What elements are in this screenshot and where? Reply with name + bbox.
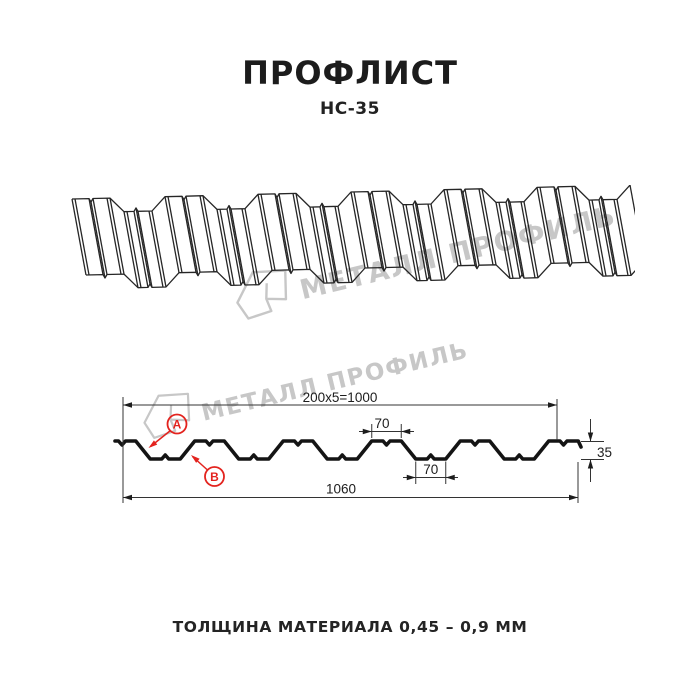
marker-a-label: A xyxy=(173,418,182,432)
metall-profil-logo-icon xyxy=(143,392,191,439)
watermark-text: МЕТАЛЛ ПРОФИЛЬ xyxy=(199,338,471,427)
cross-section-drawing xyxy=(113,397,604,503)
material-thickness-caption: ТОЛЩИНА МАТЕРИАЛА 0,45 – 0,9 ММ xyxy=(172,618,528,636)
dim-height-label: 35 xyxy=(597,445,612,460)
perspective-drawing xyxy=(71,185,635,289)
profile-model-label: НС-35 xyxy=(320,99,380,119)
watermark-bottom: МЕТАЛЛ ПРОФИЛЬ xyxy=(143,338,471,439)
dim-trough-width-label: 70 xyxy=(423,462,438,477)
page-title: ПРОФЛИСТ xyxy=(242,54,458,92)
marker-b-label: B xyxy=(210,470,219,484)
metall-profil-logo-icon xyxy=(236,269,288,320)
dim-total-width-label: 1060 xyxy=(326,482,356,497)
dim-working-width-label: 200x5=1000 xyxy=(303,390,378,405)
dim-crest-width-label: 70 xyxy=(374,416,389,431)
